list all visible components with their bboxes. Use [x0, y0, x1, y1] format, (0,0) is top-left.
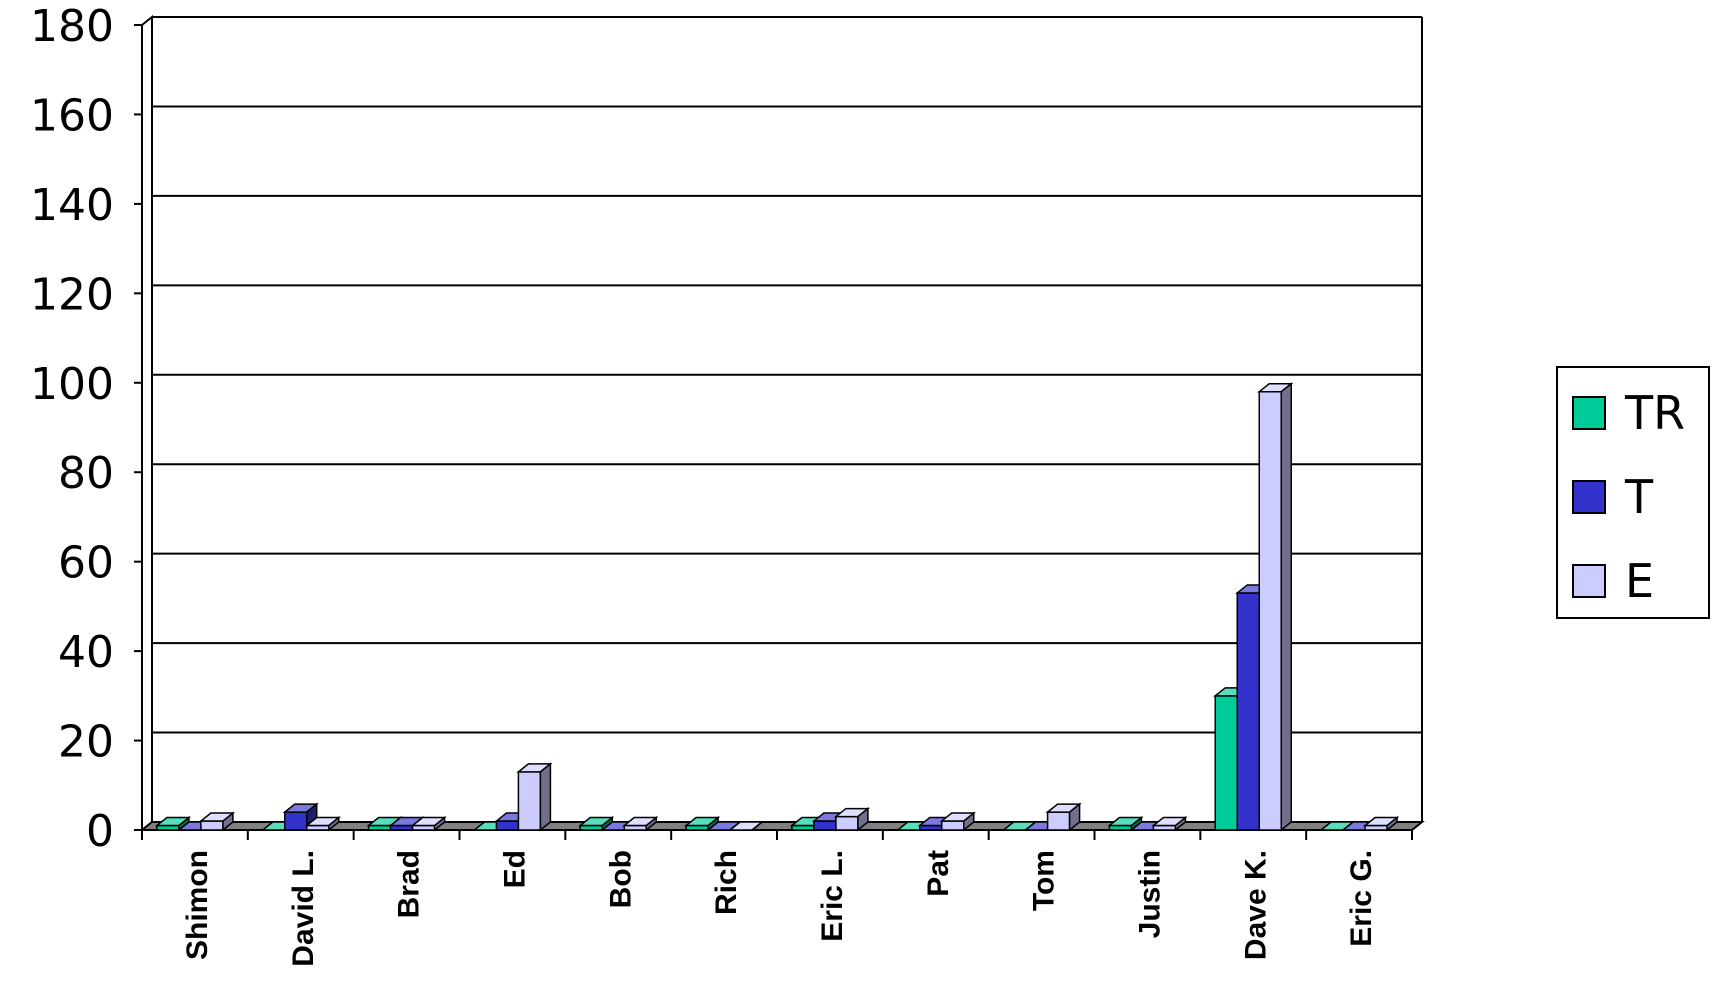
bar-TR-Justin [1107, 815, 1144, 832]
x-tick-label: Pat [922, 850, 955, 897]
bar-front [495, 820, 520, 831]
bar-side [751, 821, 763, 831]
bar-front [941, 820, 965, 831]
bar-front [1214, 695, 1238, 831]
bar-side [1174, 815, 1187, 832]
bar-front [200, 820, 224, 831]
bar-side [857, 807, 869, 832]
bar-E-Ed [516, 762, 553, 832]
y-tick-label: 140 [30, 180, 114, 231]
legend: TR TE [1556, 366, 1710, 619]
x-tick-label: Rich [710, 850, 743, 915]
x-tick-label: David L. [287, 850, 320, 967]
y-tick-label: 60 [58, 538, 114, 589]
y-tick-label: 40 [58, 627, 114, 678]
y-tick-label: 120 [30, 269, 114, 320]
legend-label: E [1625, 554, 1654, 608]
y-tick-label: 100 [30, 359, 114, 410]
bar-side [222, 811, 234, 832]
bar-E-David L. [304, 815, 341, 832]
legend-item-T: T [1572, 470, 1654, 524]
legend-swatch [1572, 396, 1606, 430]
bar-E-Bob [622, 815, 659, 832]
bar-E-Justin [1151, 815, 1188, 832]
legend-swatch [1572, 564, 1606, 598]
x-tick-label: Ed [498, 850, 531, 888]
x-tick-label: Justin [1133, 850, 1166, 938]
bar-E-Brad [410, 815, 447, 832]
bar-front [835, 815, 859, 831]
bar-side [1280, 382, 1292, 832]
bar-side [963, 811, 975, 832]
x-tick-label: Dave K. [1239, 850, 1272, 960]
x-tick-label: Shimon [181, 850, 214, 960]
bar-TR-Bob [578, 815, 615, 832]
y-tick-label: 20 [58, 717, 114, 768]
bar-front [1236, 592, 1260, 831]
bar-front [284, 811, 308, 831]
legend-label: TR [1624, 386, 1685, 440]
bar-side [539, 762, 552, 832]
x-tick-label: Eric L. [816, 850, 849, 942]
bar-E-Shimon [198, 811, 236, 832]
left-wall [141, 14, 153, 833]
legend-item-E: E [1572, 554, 1654, 608]
bar-front [1258, 390, 1282, 831]
y-tick-label: 0 [86, 806, 114, 857]
bar-side [328, 815, 340, 832]
bar-front [517, 771, 542, 831]
legend-item-TR: TR [1572, 386, 1685, 440]
bar-E-Dave K. [1257, 382, 1294, 832]
bar-E-Pat [939, 811, 976, 832]
bar-E-Rich [727, 821, 765, 831]
bars [154, 382, 1400, 832]
bar-E-Tom [1045, 802, 1082, 832]
bar-E-Eric L. [833, 807, 871, 832]
x-tick-label: Brad [393, 850, 426, 918]
gridlines [152, 16, 1422, 823]
bar-E-Eric G. [1362, 815, 1400, 832]
y-axis-ticks: 0 20 40 60 80 100 120 140 160 180 [30, 1, 142, 857]
legend-swatch [1572, 480, 1606, 514]
bar-side [645, 815, 657, 832]
x-tick-label: Eric G. [1345, 850, 1378, 947]
bar-front [1046, 811, 1071, 831]
bar-side [1068, 802, 1081, 832]
x-axis-ticks: Shimon David L. Brad Ed Bob Rich Eric L. Pat Tom… [141, 830, 1413, 967]
y-tick-label: 80 [58, 448, 114, 499]
bar-side [1386, 815, 1398, 832]
y-tick-label: 180 [30, 1, 114, 52]
y-tick-label: 160 [30, 90, 114, 141]
x-tick-label: Bob [604, 850, 637, 908]
bar-side [433, 815, 446, 832]
bar-front [813, 820, 837, 831]
bar-TR-Rich [683, 815, 721, 832]
legend-label: T [1624, 470, 1654, 524]
x-tick-label: Tom [1028, 850, 1061, 911]
